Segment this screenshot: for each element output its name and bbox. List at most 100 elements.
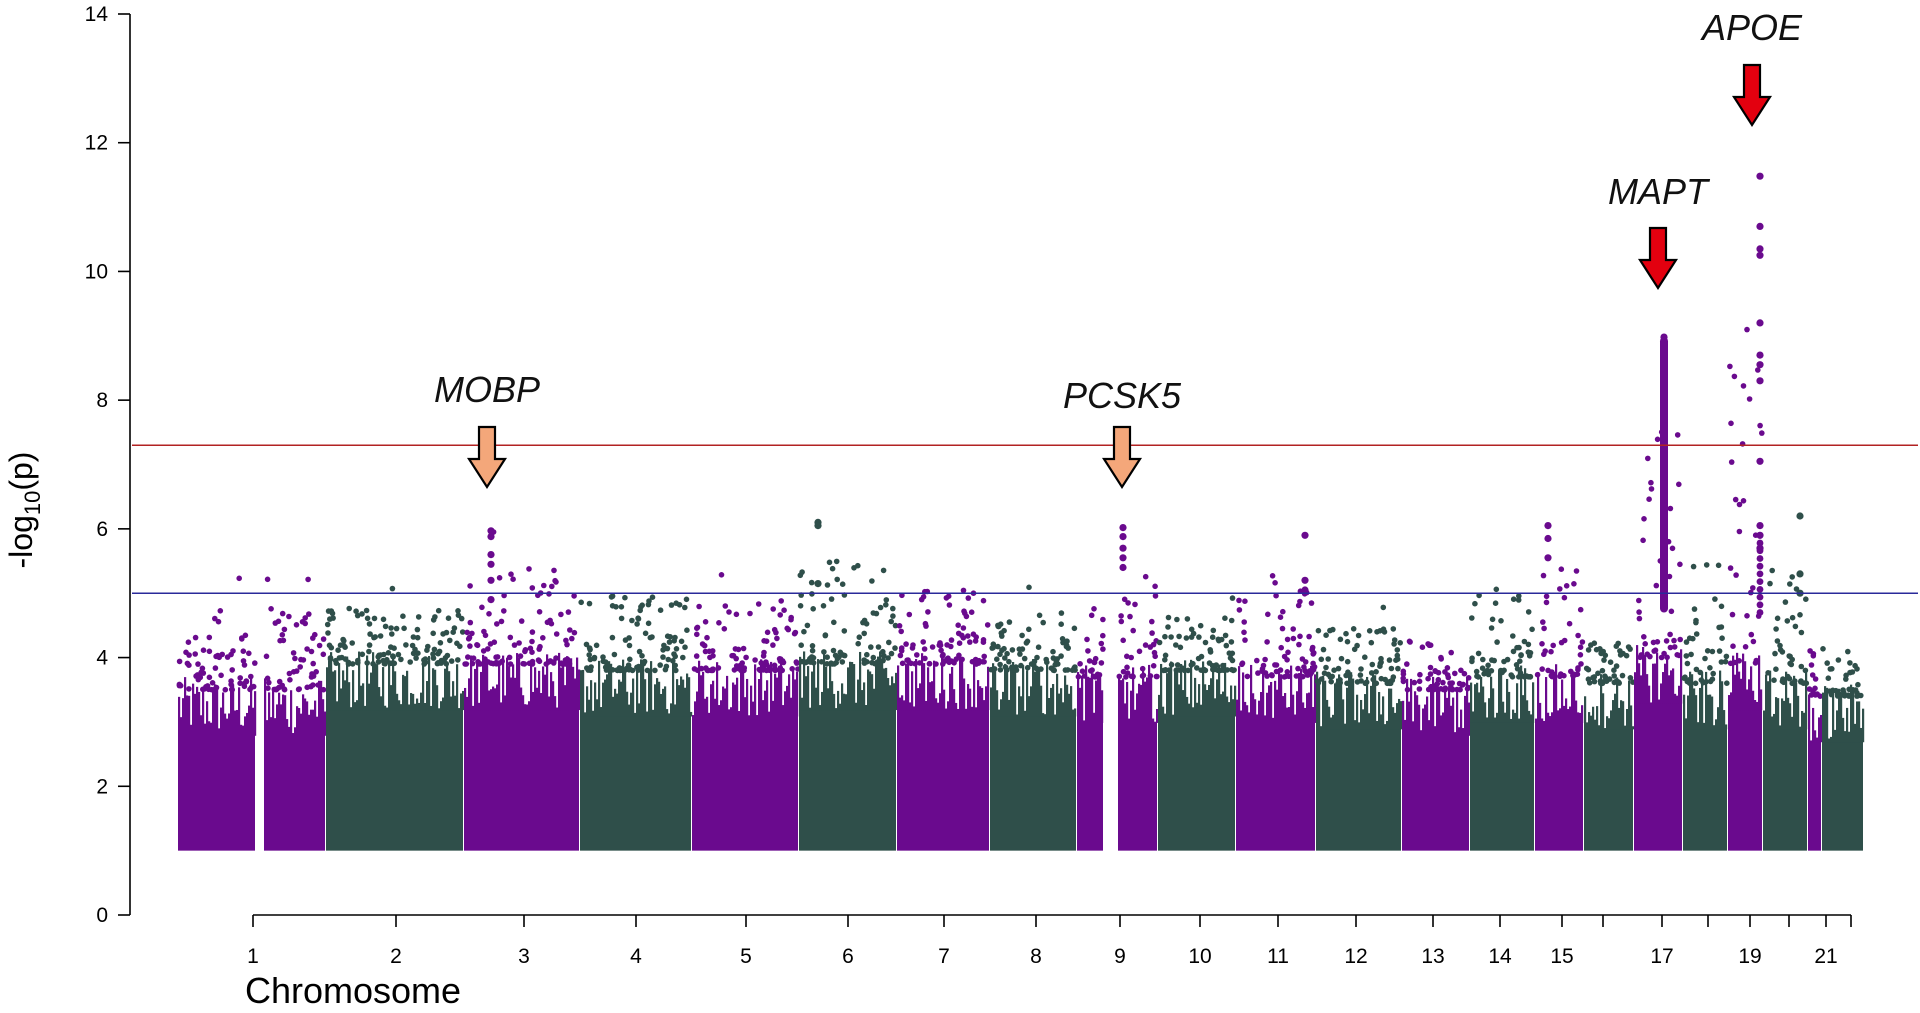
chromosome-13-edge (1412, 721, 1415, 736)
chromosome-2-edge (428, 655, 431, 711)
snp-point (382, 623, 389, 630)
chromosome-8-edge (1032, 659, 1035, 717)
snp-point (801, 628, 807, 635)
x-tick-label-7: 7 (938, 945, 950, 968)
chromosome-8-edge (996, 690, 999, 717)
snp-point (1595, 670, 1601, 677)
snp-point (1323, 632, 1329, 638)
x-tick-label-3: 3 (518, 945, 530, 968)
snp-point (609, 667, 616, 673)
chromosome-5-edge (712, 680, 715, 717)
x-axis-title: Chromosome (245, 970, 461, 1011)
snp-point (1671, 644, 1678, 650)
snp-point (1792, 623, 1799, 630)
chromosome-1-edge (318, 680, 321, 736)
chromosome-17-edge (1634, 672, 1637, 704)
snp-point (1165, 614, 1172, 621)
snp-point (981, 659, 987, 665)
snp-point (1613, 663, 1620, 669)
chromosome-8-edge (1046, 664, 1049, 717)
chromosome-15-edge (1535, 718, 1538, 723)
snp-point (316, 642, 323, 649)
chromosome-1-edge (272, 687, 275, 736)
snp-point (349, 661, 356, 667)
snp-point (1585, 666, 1592, 673)
chromosome-10-edge (1212, 670, 1215, 717)
chromosome-6-edge (867, 669, 870, 711)
snp-point (1677, 561, 1683, 568)
chromosome-6-top-hits (814, 518, 822, 588)
snp-point (341, 638, 347, 644)
snp-point (807, 655, 813, 662)
snp-point (933, 661, 939, 667)
top-snp-point (1756, 562, 1764, 570)
chromosome-14-edge (1472, 711, 1475, 723)
chromosome-11-edge (1312, 707, 1315, 723)
snp-point (702, 648, 709, 655)
chromosome-2-edge (350, 707, 353, 711)
snp-point (1268, 672, 1275, 678)
chromosome-13-edge (1430, 683, 1433, 736)
chromosome-7-edge (961, 660, 964, 711)
chromosome-4-edge (664, 686, 667, 717)
chromosome-14-edge (1514, 712, 1517, 723)
snp-point (1426, 642, 1433, 649)
snp-point (401, 625, 407, 632)
snp-point (682, 604, 688, 611)
snp-point (764, 629, 771, 636)
chromosome-15-edge (1575, 700, 1578, 723)
chromosome-10-edge (1204, 684, 1207, 717)
chromosome-19-edge (1734, 674, 1737, 711)
snp-point (1724, 680, 1730, 686)
top-snp-point (1756, 609, 1764, 616)
snp-point (192, 634, 199, 641)
chromosome-4-edge (670, 703, 673, 717)
chromosome-15-top-hits (1544, 522, 1552, 562)
snp-point (1664, 654, 1670, 661)
snp-point (486, 611, 492, 617)
snp-point (536, 646, 542, 652)
top-snp-point (487, 596, 495, 604)
snp-point (1063, 642, 1070, 648)
snp-point (644, 667, 651, 674)
chromosome-22-edge (1836, 710, 1839, 743)
snp-point (1227, 655, 1234, 661)
chromosome-9-edge (1126, 682, 1129, 723)
chromosome-11-edge (1296, 691, 1299, 723)
snp-point (1825, 675, 1832, 681)
chromosome-5-edge (740, 662, 743, 717)
chromosome-14-edge (1470, 682, 1473, 723)
snp-point (1427, 664, 1434, 671)
chromosome-2-edge (390, 685, 393, 711)
snp-point (1676, 652, 1682, 659)
top-snp-point (1660, 370, 1668, 378)
snp-point (1558, 566, 1565, 572)
snp-point (529, 585, 536, 591)
snp-point (1488, 625, 1495, 631)
chromosome-12-edge (1328, 706, 1331, 730)
chromosome-1-dense-block (264, 734, 325, 851)
chromosome-8-edge (1000, 699, 1003, 717)
snp-point (1671, 637, 1677, 644)
chromosome-8-edge (1028, 696, 1031, 717)
snp-point (1407, 639, 1413, 645)
chromosome-8-edge (1014, 668, 1017, 717)
snp-point (1391, 637, 1398, 643)
snp-point (407, 659, 414, 665)
snp-point (1218, 636, 1225, 643)
snp-point (482, 632, 489, 639)
snp-point (389, 631, 395, 637)
chromosome-12-edge (1352, 678, 1355, 730)
snp-point (1350, 626, 1357, 632)
snp-point (1079, 668, 1086, 674)
snp-point (1458, 667, 1464, 674)
snp-point (1293, 673, 1300, 679)
chromosome-16-edge (1620, 700, 1623, 730)
snp-point (522, 647, 529, 653)
snp-point (1493, 586, 1500, 593)
snp-point (327, 656, 334, 663)
chromosome-7-edge (913, 706, 916, 711)
snp-point (1812, 685, 1818, 692)
snp-point (1642, 641, 1648, 647)
snp-point (829, 565, 836, 572)
